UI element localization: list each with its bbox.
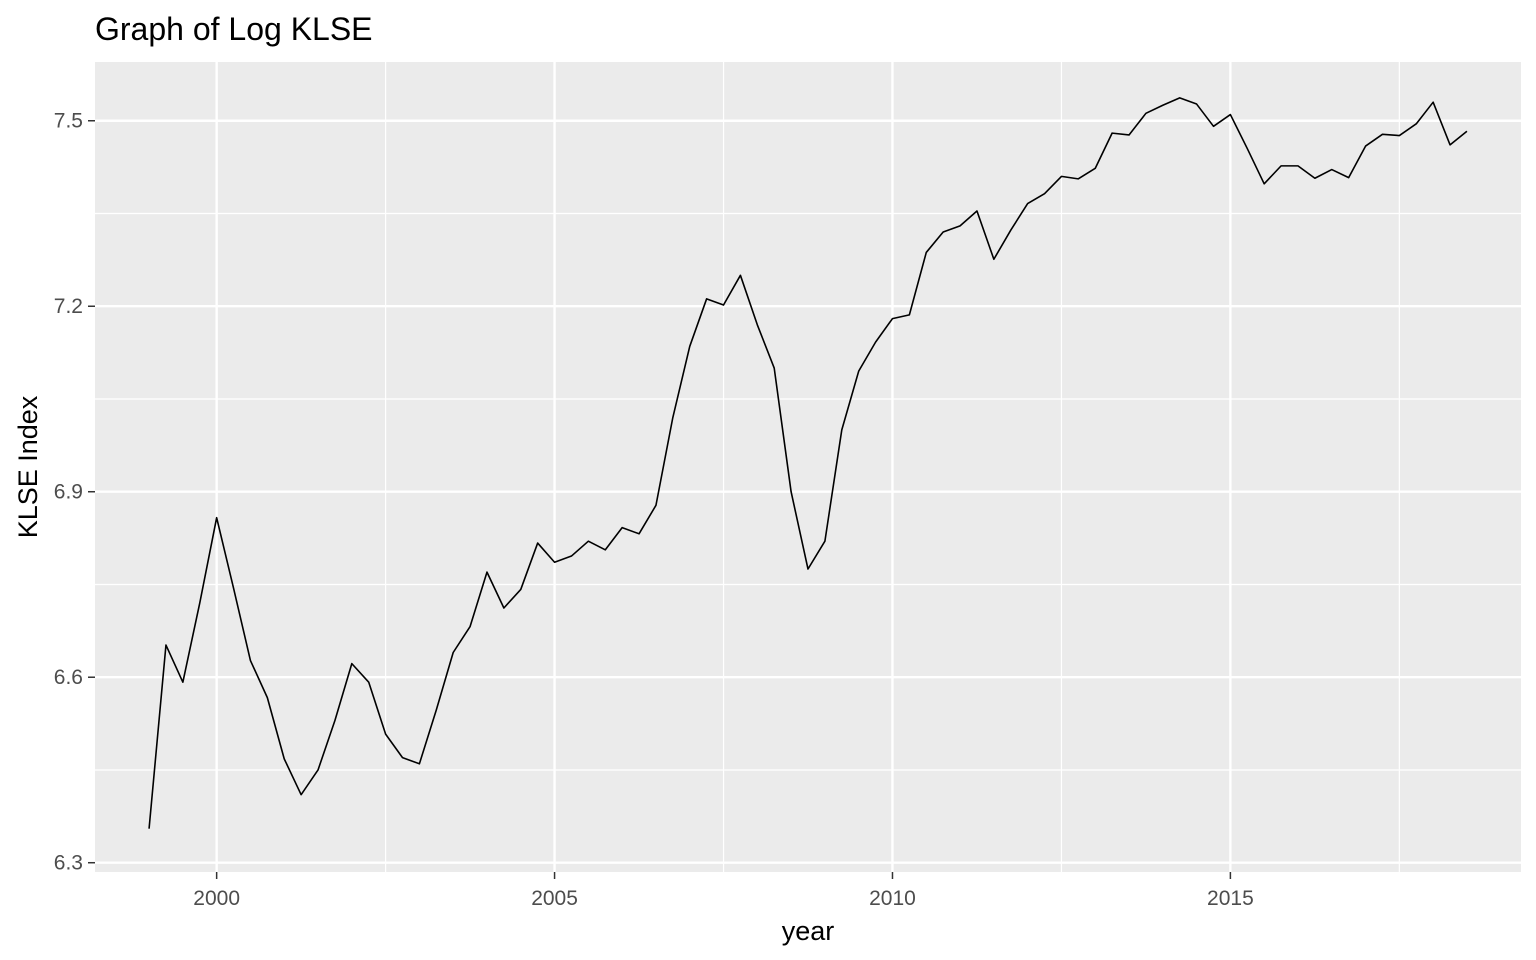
y-tick-label: 7.5 [54, 110, 83, 133]
x-tick-label: 2015 [1207, 887, 1254, 910]
series-line [148, 97, 1468, 829]
minor-gridlines [95, 62, 1521, 872]
y-tick-label: 6.6 [54, 666, 83, 689]
y-tick-label: 7.2 [54, 295, 83, 318]
plot-panel [95, 62, 1521, 872]
x-axis-title: year [782, 916, 835, 946]
chart-title: Graph of Log KLSE [95, 11, 373, 47]
y-axis-title: KLSE Index [13, 395, 43, 538]
y-tick-label: 6.3 [54, 852, 83, 875]
major-gridlines [95, 62, 1521, 872]
x-tick-label: 2000 [193, 887, 240, 910]
x-tick-label: 2005 [531, 887, 578, 910]
y-tick-label: 6.9 [54, 481, 83, 504]
x-tick-label: 2010 [869, 887, 916, 910]
x-axis: 2000 2005 2010 2015 [193, 872, 1254, 910]
y-axis: 6.3 6.6 6.9 7.2 7.5 [54, 110, 95, 875]
